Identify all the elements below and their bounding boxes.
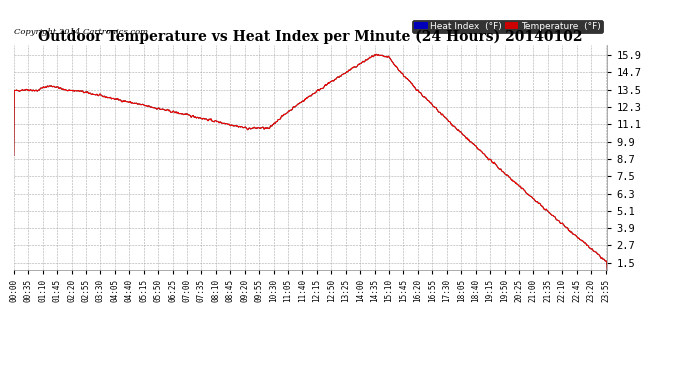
Legend: Heat Index  (°F), Temperature  (°F): Heat Index (°F), Temperature (°F) — [413, 20, 602, 33]
Title: Outdoor Temperature vs Heat Index per Minute (24 Hours) 20140102: Outdoor Temperature vs Heat Index per Mi… — [38, 30, 583, 44]
Text: Copyright 2014 Cartronics.com: Copyright 2014 Cartronics.com — [14, 28, 148, 36]
